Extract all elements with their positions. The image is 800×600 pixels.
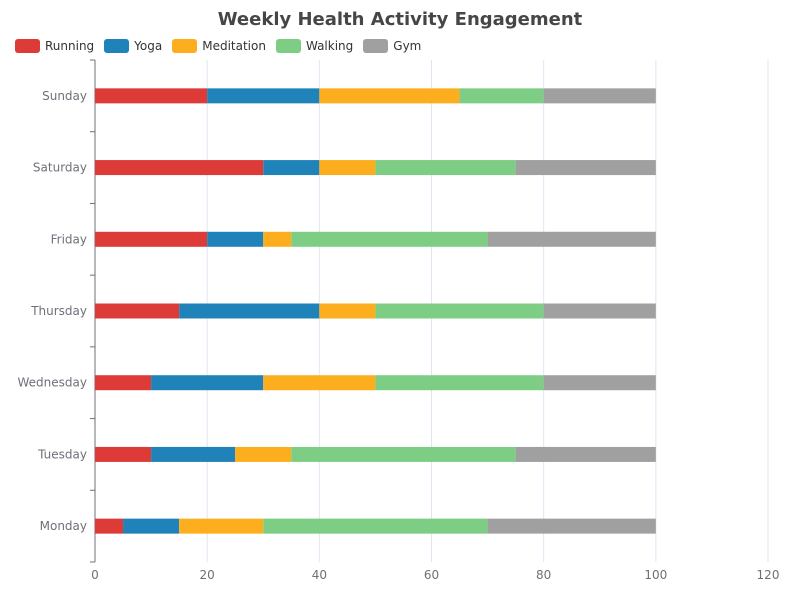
y-tick-label: Monday	[40, 519, 87, 533]
legend-item-gym[interactable]: Gym	[363, 39, 421, 53]
chart-title: Weekly Health Activity Engagement	[217, 9, 583, 30]
y-tick-label: Sunday	[42, 89, 87, 103]
bar-gym-friday	[487, 231, 656, 247]
bar-running-tuesday	[95, 446, 152, 462]
bar-walking-sunday	[459, 88, 544, 104]
x-tick-label: 40	[312, 568, 327, 582]
bar-running-thursday	[95, 303, 180, 319]
legend-label: Gym	[393, 39, 422, 53]
y-tick-label: Saturday	[33, 161, 87, 175]
bar-running-friday	[95, 231, 208, 247]
bar-walking-tuesday	[291, 446, 516, 462]
bar-yoga-wednesday	[151, 375, 264, 391]
bar-running-saturday	[95, 160, 264, 176]
bar-meditation-sunday	[319, 88, 460, 104]
legend-swatch	[363, 39, 389, 53]
bar-walking-monday	[263, 518, 488, 534]
bar-meditation-monday	[179, 518, 264, 534]
bar-yoga-saturday	[263, 160, 320, 176]
x-tick-label: 0	[91, 568, 99, 582]
bar-walking-wednesday	[375, 375, 544, 391]
y-tick-label: Friday	[51, 232, 87, 246]
legend-label: Walking	[305, 39, 354, 53]
x-tick-label: 120	[757, 568, 780, 582]
legend-swatch	[104, 39, 130, 53]
bar-running-sunday	[95, 88, 208, 104]
x-tick-label: 80	[536, 568, 551, 582]
x-tick-label: 60	[424, 568, 439, 582]
legend: Running Yoga Meditation Walking Gym	[15, 38, 431, 54]
legend-label: Running	[45, 39, 95, 53]
bar-gym-thursday	[543, 303, 656, 319]
bar-gym-monday	[487, 518, 656, 534]
bar-yoga-sunday	[207, 88, 320, 104]
bar-gym-tuesday	[515, 446, 656, 462]
bar-running-wednesday	[95, 375, 152, 391]
legend-label: Yoga	[134, 39, 163, 53]
bar-meditation-wednesday	[263, 375, 376, 391]
bar-meditation-tuesday	[235, 446, 292, 462]
bar-running-monday	[95, 518, 124, 534]
bar-gym-saturday	[515, 160, 656, 176]
legend-item-running[interactable]: Running	[15, 39, 94, 53]
bar-walking-thursday	[375, 303, 544, 319]
legend-item-yoga[interactable]: Yoga	[104, 39, 162, 53]
y-tick-label: Tuesday	[37, 447, 87, 461]
bar-meditation-friday	[263, 231, 292, 247]
legend-item-meditation[interactable]: Meditation	[172, 39, 266, 53]
bar-meditation-saturday	[319, 160, 376, 176]
bar-meditation-thursday	[319, 303, 376, 319]
x-tick-label: 100	[644, 568, 667, 582]
y-tick-label: Wednesday	[18, 376, 87, 390]
legend-swatch	[15, 39, 40, 53]
y-tick-label: Thursday	[30, 304, 87, 318]
bar-yoga-thursday	[179, 303, 320, 319]
legend-swatch	[275, 39, 301, 53]
bar-yoga-friday	[207, 231, 264, 247]
x-tick-label: 20	[200, 568, 215, 582]
legend-label: Meditation	[202, 39, 266, 53]
bar-gym-wednesday	[543, 375, 656, 391]
bar-yoga-tuesday	[151, 446, 236, 462]
bar-yoga-monday	[123, 518, 180, 534]
bar-walking-friday	[291, 231, 488, 247]
bar-walking-saturday	[375, 160, 516, 176]
legend-swatch	[172, 39, 198, 53]
legend-item-walking[interactable]: Walking	[275, 39, 354, 53]
bar-gym-sunday	[543, 88, 656, 104]
